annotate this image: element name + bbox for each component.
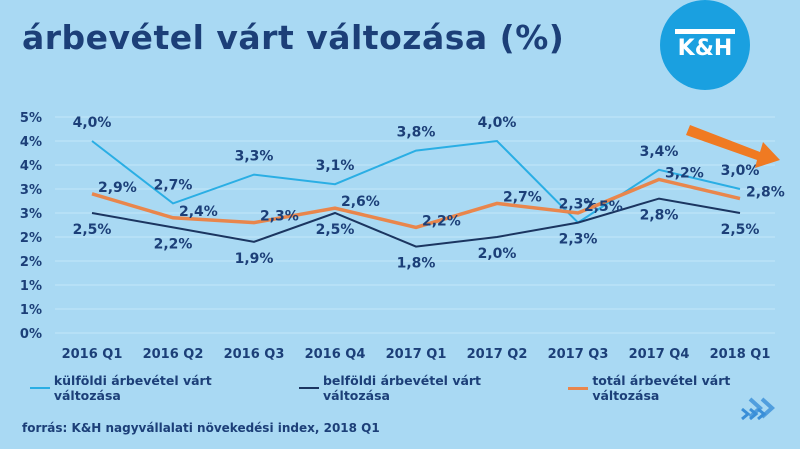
legend-belfoldi: belföldi árbevétel várt változása [299, 373, 550, 403]
x-tick-label: 2016 Q1 [62, 347, 123, 362]
data-label-belfoldi: 2,5% [73, 222, 112, 238]
data-label-total: 2,9% [98, 180, 137, 196]
source-note: forrás: K&H nagyvállalati növekedési ind… [22, 421, 380, 435]
data-label-kulfoldi: 4,0% [73, 115, 112, 131]
legend-kulfoldi: külföldi árbevétel várt változása [30, 373, 281, 403]
data-label-belfoldi: 2,2% [154, 236, 193, 252]
x-tick-label: 2017 Q1 [386, 347, 447, 362]
down-arrow-icon [686, 125, 780, 168]
y-tick-label: 0% [20, 327, 42, 342]
y-tick-label: 4% [20, 135, 42, 150]
data-label-total: 2,2% [422, 213, 461, 229]
y-tick-label: 3% [20, 207, 42, 222]
data-label-kulfoldi: 3,4% [640, 144, 679, 160]
kh-logo: K&H [660, 0, 750, 90]
data-label-kulfoldi: 2,7% [154, 177, 193, 193]
data-label-total: 2,8% [746, 185, 785, 201]
x-tick-label: 2017 Q4 [629, 347, 690, 362]
data-label-total: 2,6% [341, 194, 380, 210]
data-label-kulfoldi: 4,0% [478, 115, 517, 131]
x-tick-label: 2016 Q4 [305, 347, 366, 362]
chevrons-icon [741, 397, 775, 421]
y-tick-label: 3% [20, 183, 42, 198]
legend-label: totál árbevétel várt változása [592, 373, 731, 403]
legend-total: totál árbevétel várt változása [568, 373, 800, 403]
data-label-belfoldi: 2,5% [721, 222, 760, 238]
x-tick-label: 2017 Q2 [467, 347, 528, 362]
data-label-total: 2,4% [179, 204, 218, 220]
y-tick-label: 2% [20, 231, 42, 246]
y-tick-label: 1% [20, 279, 42, 294]
series-line-total [91, 177, 741, 230]
data-label-belfoldi: 1,8% [397, 256, 436, 272]
y-tick-label: 4% [20, 159, 42, 174]
data-label-belfoldi: 1,9% [235, 251, 274, 267]
data-label-kulfoldi: 3,3% [235, 149, 274, 165]
data-label-belfoldi: 2,8% [640, 208, 679, 224]
data-label-total: 3,2% [665, 165, 704, 181]
y-tick-label: 5% [20, 111, 42, 126]
data-label-kulfoldi: 3,0% [721, 163, 760, 179]
data-label-total: 2,3% [260, 209, 299, 225]
series-line-kulfoldi [91, 139, 741, 224]
legend-label: külföldi árbevétel várt változása [53, 373, 212, 403]
x-tick-label: 2018 Q1 [710, 347, 771, 362]
x-tick-label: 2016 Q3 [224, 347, 285, 362]
data-label-belfoldi: 2,3% [559, 232, 598, 248]
legend-label: belföldi árbevétel várt változása [322, 373, 482, 403]
data-label-kulfoldi: 3,1% [316, 158, 355, 174]
data-label-kulfoldi: 3,8% [397, 125, 436, 141]
x-tick-label: 2016 Q2 [143, 347, 204, 362]
y-tick-label: 1% [20, 303, 42, 318]
data-label-total: 2,5% [584, 199, 623, 215]
series-line-belfoldi [91, 197, 741, 248]
x-tick-label: 2017 Q3 [548, 347, 609, 362]
y-tick-label: 2% [20, 255, 42, 270]
data-label-total: 2,7% [503, 189, 542, 205]
data-label-belfoldi: 2,0% [478, 246, 517, 262]
slide-title: árbevétel várt változása (%) [22, 18, 565, 57]
data-label-belfoldi: 2,5% [316, 222, 355, 238]
logo-text: K&H [677, 36, 733, 61]
legend: külföldi árbevétel várt változása belföl… [30, 373, 800, 403]
